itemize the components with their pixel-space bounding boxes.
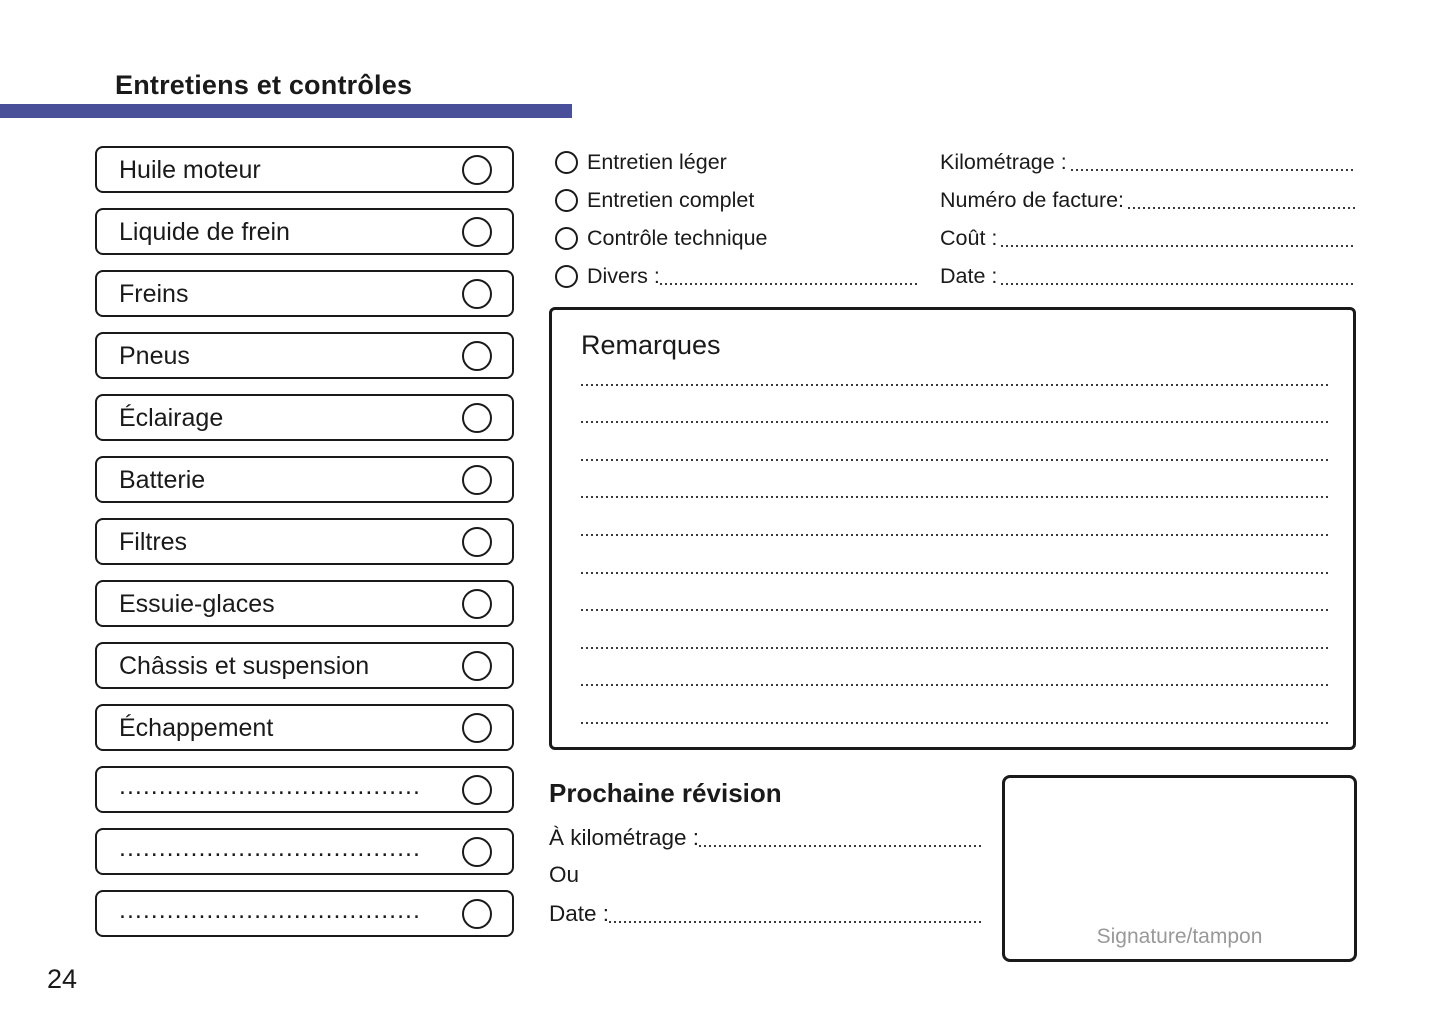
- checkbox-circle[interactable]: [462, 650, 492, 681]
- remarks-line[interactable]: [581, 573, 1329, 612]
- divers-fill-line[interactable]: [659, 283, 918, 285]
- service-option-label: Contrôle technique: [587, 225, 768, 250]
- remarks-line[interactable]: [581, 460, 1329, 499]
- checklist-label: Liquide de frein: [119, 218, 290, 246]
- signature-box[interactable]: Signature/tampon: [1002, 775, 1357, 962]
- checklist-blank-fill[interactable]: ......................................: [119, 772, 421, 800]
- checklist-row-essuie-glaces: Essuie-glaces: [95, 580, 514, 627]
- dotted-fill-line[interactable]: [609, 921, 981, 923]
- checklist-label: Filtres: [119, 528, 188, 556]
- radio-circle[interactable]: [555, 188, 578, 212]
- checklist-row-eclairage: Éclairage: [95, 394, 514, 441]
- checklist-row-pneus: Pneus: [95, 332, 514, 379]
- service-option-label: Entretien complet: [587, 187, 755, 212]
- checkbox-circle[interactable]: [462, 340, 492, 371]
- title-underline-bar: [0, 104, 572, 118]
- next-service-date-field: Date :: [549, 898, 981, 930]
- checkbox-circle[interactable]: [462, 712, 492, 743]
- service-option-divers: Divers :: [555, 260, 918, 292]
- checklist-label: Freins: [119, 280, 189, 308]
- page-number: 24: [47, 964, 78, 994]
- field-kilometrage: Kilométrage :: [940, 146, 1355, 178]
- next-service-km-label: À kilométrage :: [549, 825, 700, 850]
- field-label: Kilométrage :: [940, 149, 1067, 174]
- remarks-line[interactable]: [581, 648, 1329, 687]
- checklist-row-huile-moteur: Huile moteur: [95, 146, 514, 193]
- checkbox-circle[interactable]: [462, 836, 492, 867]
- remarks-line[interactable]: [581, 686, 1329, 724]
- dotted-fill-line[interactable]: [1001, 283, 1355, 285]
- remarks-line[interactable]: [581, 423, 1329, 461]
- service-option-controle-technique: Contrôle technique: [555, 222, 918, 254]
- dotted-fill-line[interactable]: [1128, 207, 1355, 209]
- checklist-blank-fill[interactable]: ......................................: [119, 896, 421, 924]
- checkbox-circle[interactable]: [462, 402, 492, 433]
- service-option-label: Divers :: [587, 263, 660, 288]
- checklist-label: Échappement: [119, 714, 274, 742]
- service-option-label: Entretien léger: [587, 149, 727, 174]
- remarks-line[interactable]: [581, 348, 1329, 386]
- page-title: Entretiens et contrôles: [115, 70, 413, 100]
- checklist-label: Essuie-glaces: [119, 590, 275, 618]
- checklist-label: Éclairage: [119, 404, 224, 432]
- checkbox-circle[interactable]: [462, 464, 492, 495]
- remarks-lines[interactable]: [581, 348, 1329, 724]
- remarks-line[interactable]: [581, 385, 1329, 424]
- checklist-row-blank-1: ......................................: [95, 766, 514, 813]
- remarks-line[interactable]: [581, 498, 1329, 536]
- radio-circle[interactable]: [555, 226, 578, 250]
- dotted-fill-line[interactable]: [1001, 245, 1355, 247]
- checklist-row-blank-3: ......................................: [95, 890, 514, 937]
- service-option-entretien-complet: Entretien complet: [555, 184, 918, 216]
- checklist-row-batterie: Batterie: [95, 456, 514, 503]
- dotted-fill-line[interactable]: [699, 845, 981, 847]
- checklist-blank-fill[interactable]: ......................................: [119, 834, 421, 862]
- checklist-row-blank-2: ......................................: [95, 828, 514, 875]
- remarks-box: Remarques: [549, 307, 1356, 750]
- remarks-line[interactable]: [581, 535, 1329, 574]
- signature-label: Signature/tampon: [1096, 925, 1263, 948]
- checklist-label: Châssis et suspension: [119, 652, 370, 680]
- radio-circle[interactable]: [555, 264, 578, 288]
- next-service-or-label: Ou: [549, 862, 580, 887]
- checkbox-circle[interactable]: [462, 278, 492, 309]
- checklist-label: Pneus: [119, 342, 190, 370]
- checkbox-circle[interactable]: [462, 154, 492, 185]
- field-cout: Coût :: [940, 222, 1355, 254]
- field-date: Date :: [940, 260, 1355, 292]
- checkbox-circle[interactable]: [462, 898, 492, 929]
- checkbox-circle[interactable]: [462, 526, 492, 557]
- field-label: Date :: [940, 263, 998, 288]
- checklist-row-chassis-et-suspension: Châssis et suspension: [95, 642, 514, 689]
- next-service-km-field: À kilométrage :: [549, 822, 981, 854]
- checklist-label: Batterie: [119, 466, 206, 494]
- service-option-entretien-leger: Entretien léger: [555, 146, 918, 178]
- dotted-fill-line[interactable]: [1070, 169, 1355, 171]
- remarks-line[interactable]: [581, 611, 1329, 649]
- checklist-row-echappement: Échappement: [95, 704, 514, 751]
- radio-circle[interactable]: [555, 150, 578, 174]
- checkbox-circle[interactable]: [462, 588, 492, 619]
- field-label: Coût :: [940, 225, 998, 250]
- next-service-date-label: Date :: [549, 901, 610, 926]
- field-label: Numéro de facture:: [940, 187, 1125, 212]
- field-numero-de-facture: Numéro de facture:: [940, 184, 1355, 216]
- checkbox-circle[interactable]: [462, 774, 492, 805]
- checklist-row-liquide-de-frein: Liquide de frein: [95, 208, 514, 255]
- checklist-row-freins: Freins: [95, 270, 514, 317]
- next-service-title: Prochaine révision: [549, 778, 782, 808]
- checkbox-circle[interactable]: [462, 216, 492, 247]
- checklist-row-filtres: Filtres: [95, 518, 514, 565]
- checklist-label: Huile moteur: [119, 156, 261, 184]
